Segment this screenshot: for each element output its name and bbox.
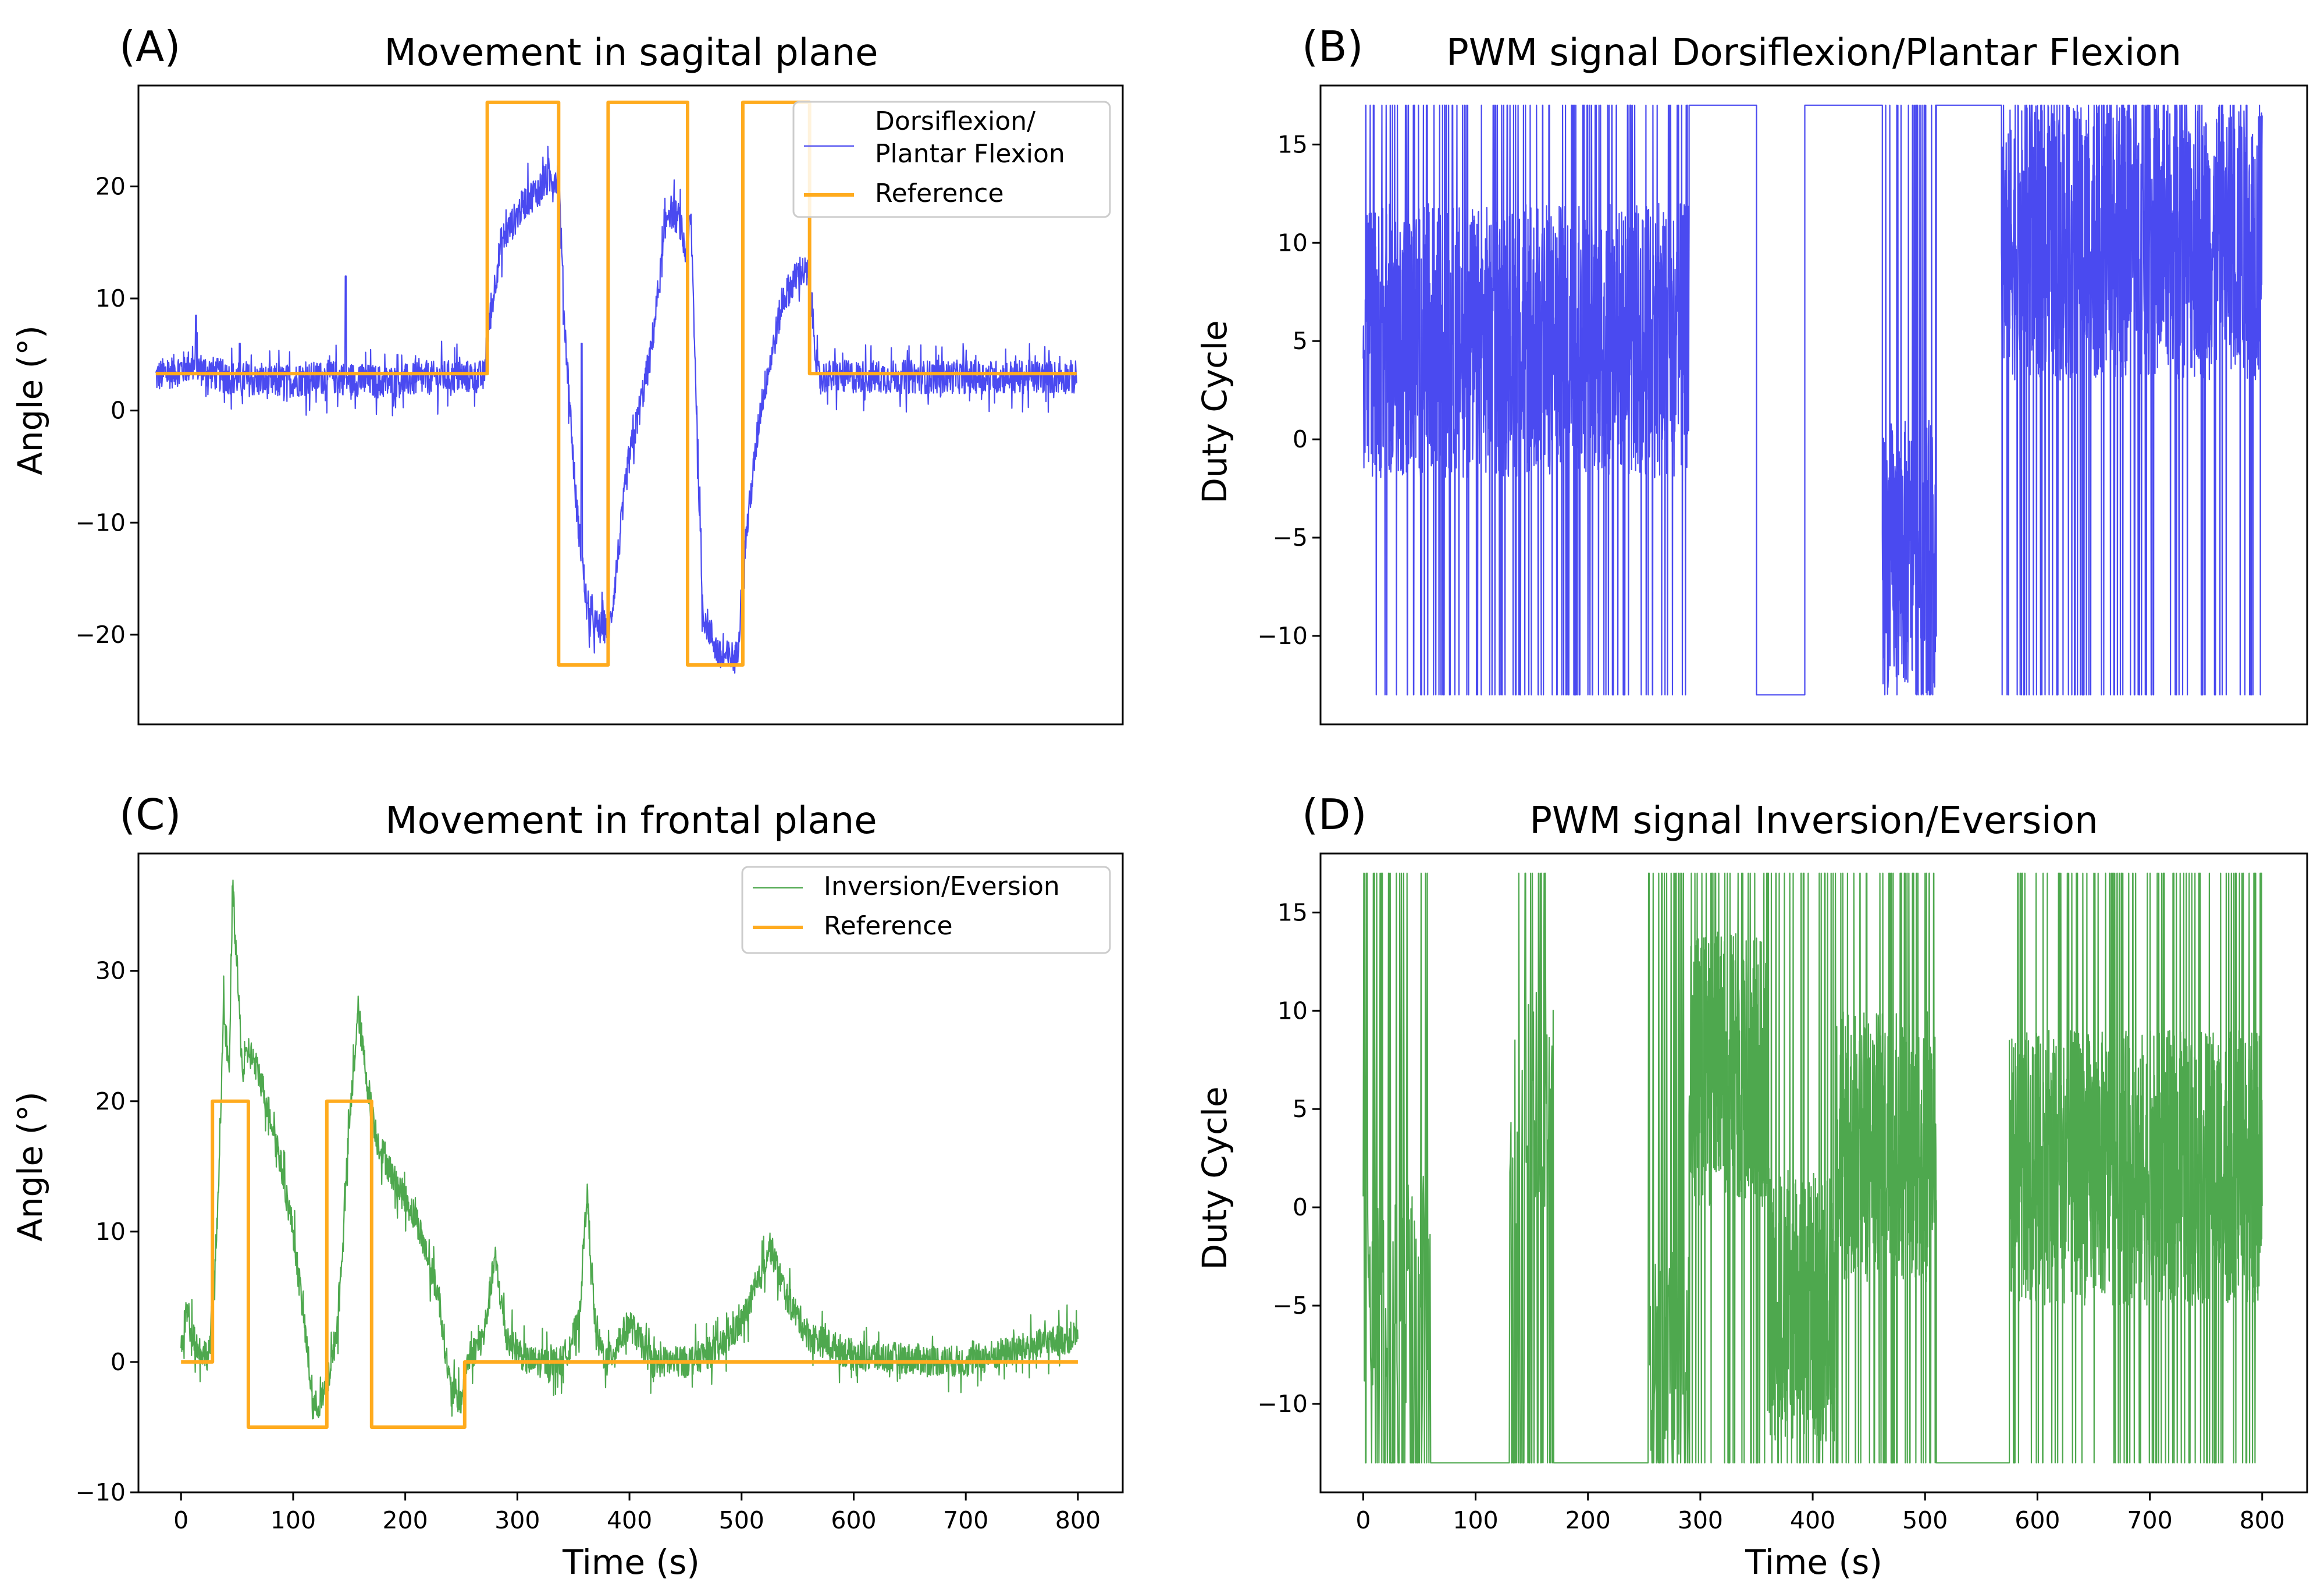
- chart-title-d: PWM signal Inversion/Eversion: [1529, 799, 2098, 842]
- y-tick-label: 5: [1293, 1095, 1308, 1123]
- y-tick-label: 15: [1277, 898, 1308, 926]
- y-tick-label: −10: [75, 509, 126, 536]
- axes-frame-d: [1319, 852, 2308, 1494]
- y-tick-label: 5: [1293, 327, 1308, 355]
- x-axis-label-d: Time (s): [1745, 1542, 1882, 1582]
- y-tick-label: 0: [1293, 1193, 1308, 1221]
- plot-area-d: −10 −5 0 5 10 15 0 100 200 300 400 500 600 700 800: [1257, 852, 2308, 1534]
- y-tick-label: 10: [95, 285, 126, 312]
- y-tick-label: 15: [1277, 130, 1308, 158]
- legend-label: Inversion/Eversion: [824, 872, 1060, 901]
- chart-title-a: Movement in sagital plane: [385, 31, 878, 74]
- y-tick-label: −5: [1273, 524, 1308, 552]
- series-group: [1362, 104, 2263, 696]
- legend-c: Inversion/Eversion Reference: [741, 866, 1111, 954]
- plot-area-b: −10 −5 0 5 10 15: [1257, 84, 2308, 726]
- y-tick-label: 20: [95, 1087, 126, 1115]
- legend-label: Dorsiflexion/: [875, 106, 1035, 136]
- x-tick-label: 800: [1055, 1506, 1101, 1534]
- x-tick-label: 500: [1902, 1506, 1948, 1534]
- x-tick-label: 0: [1355, 1506, 1371, 1534]
- panel-label-d: (D): [1302, 790, 1367, 839]
- x-tick-label: 400: [607, 1506, 652, 1534]
- y-tick-label: 30: [95, 957, 126, 985]
- y-tick-label: −10: [1257, 1390, 1308, 1418]
- x-tick-label: 100: [1453, 1506, 1498, 1534]
- x-tick-label: 200: [1565, 1506, 1611, 1534]
- legend-a: Dorsiflexion/Plantar Flexion Reference: [792, 101, 1111, 218]
- panel-d: (D) PWM signal Inversion/Eversion Duty C…: [1195, 790, 2308, 1582]
- x-tick-label: 300: [494, 1506, 540, 1534]
- series-line-inversion-eversion-c: [180, 879, 1079, 1420]
- y-axis-label-a: Angle (°): [10, 325, 50, 475]
- panel-b: (B) PWM signal Dorsiflexion/Plantar Flex…: [1195, 22, 2308, 726]
- plot-area-a: −20 −10 0 10 20 Dorsiflexion/Plantar Flexion R…: [75, 84, 1124, 726]
- y-tick-label: −10: [1257, 622, 1308, 650]
- y-tick-label: −5: [1273, 1292, 1308, 1320]
- legend-box: [741, 866, 1111, 954]
- axes-frame-b: [1319, 84, 2308, 726]
- panel-label-b: (B): [1302, 22, 1364, 71]
- legend-label: Reference: [875, 179, 1004, 208]
- axes-frame-a: [137, 84, 1124, 726]
- y-tick-label: 0: [1293, 425, 1308, 453]
- y-axis-label-c: Angle (°): [10, 1091, 50, 1242]
- legend-label: Reference: [824, 911, 953, 941]
- x-tick-label: 600: [831, 1506, 876, 1534]
- y-tick-label: 10: [95, 1218, 126, 1246]
- x-tick-label: 400: [1790, 1506, 1835, 1534]
- x-tick-label: 0: [173, 1506, 188, 1534]
- panel-a: (A) Movement in sagital plane Angle (°) …: [10, 22, 1124, 726]
- x-axis-label-c: Time (s): [562, 1542, 700, 1582]
- series-line-dorsiflexion-plantar-flexion-a: [155, 145, 1077, 674]
- x-tick-label: 700: [943, 1506, 988, 1534]
- series-line-pwm-dorsiflexion-plantar-flexion-b: [1362, 104, 2263, 696]
- series-line-reference-c: [181, 1099, 1078, 1429]
- series-line-pwm-inversion-eversion-d: [1362, 872, 2263, 1464]
- y-tick-label: 10: [1277, 229, 1308, 257]
- x-tick-label: 300: [1678, 1506, 1723, 1534]
- y-tick-label: −20: [75, 621, 126, 649]
- x-tick-label: 800: [2240, 1506, 2285, 1534]
- legend-label: Plantar Flexion: [875, 139, 1065, 169]
- panel-label-a: (A): [119, 22, 180, 71]
- y-axis-label-b: Duty Cycle: [1195, 320, 1234, 503]
- x-tick-label: 600: [2015, 1506, 2060, 1534]
- y-tick-label: 10: [1277, 997, 1308, 1025]
- series-group: [180, 879, 1079, 1429]
- x-tick-label: 500: [719, 1506, 764, 1534]
- x-tick-label: 200: [383, 1506, 428, 1534]
- y-tick-label: 0: [111, 397, 126, 425]
- panel-label-c: (C): [119, 790, 181, 839]
- series-group: [1362, 872, 2263, 1464]
- chart-title-c: Movement in frontal plane: [385, 799, 877, 842]
- axes-frame-c: [137, 852, 1124, 1494]
- y-axis-label-d: Duty Cycle: [1195, 1086, 1234, 1270]
- x-tick-label: 100: [271, 1506, 316, 1534]
- panel-c: (C) Movement in frontal plane Angle (°) …: [10, 790, 1124, 1582]
- y-tick-label: 0: [111, 1348, 126, 1376]
- y-tick-label: 20: [95, 172, 126, 200]
- legend-box: [792, 101, 1111, 218]
- x-tick-label: 700: [2127, 1506, 2172, 1534]
- chart-title-b: PWM signal Dorsiflexion/Plantar Flexion: [1446, 31, 2181, 74]
- y-tick-label: −10: [75, 1478, 126, 1506]
